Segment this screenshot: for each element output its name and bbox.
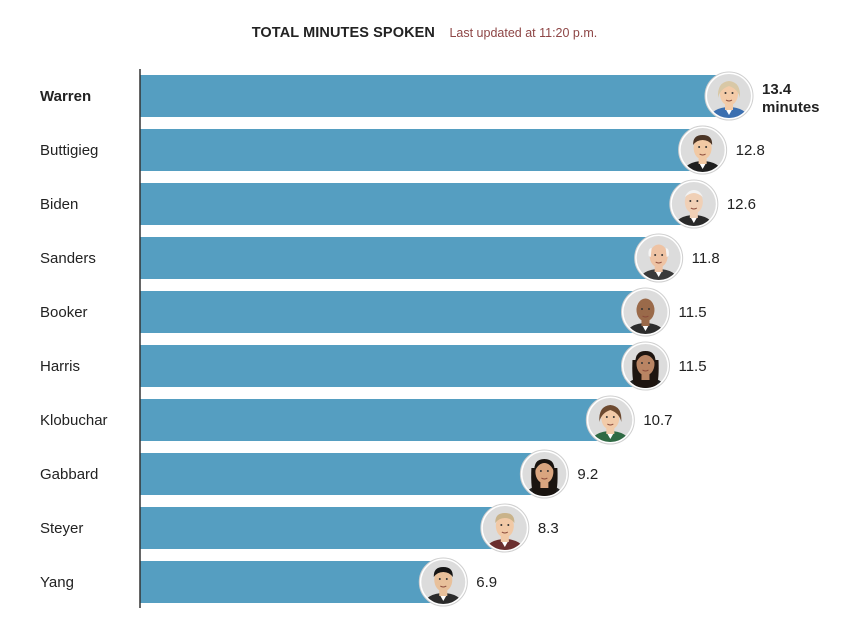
category-label: Buttigieg xyxy=(40,142,98,159)
value-label: 8.3 xyxy=(538,520,559,537)
klobuchar-portrait-icon xyxy=(585,395,635,445)
value-label: 13.4 xyxy=(762,81,792,98)
warren-portrait-icon xyxy=(704,71,754,121)
bar-biden xyxy=(140,183,694,225)
yang-portrait-icon xyxy=(418,557,468,607)
category-label: Harris xyxy=(40,358,80,375)
value-label: 12.6 xyxy=(727,196,756,213)
bar-buttigieg xyxy=(140,129,703,171)
unit-label: minutes xyxy=(762,99,820,116)
bar-sanders xyxy=(140,237,659,279)
steyer-portrait-icon xyxy=(480,503,530,553)
category-label: Gabbard xyxy=(40,466,98,483)
value-label: 6.9 xyxy=(476,574,497,591)
chart-header: TOTAL MINUTES SPOKEN Last updated at 11:… xyxy=(0,24,849,42)
biden-portrait-icon xyxy=(669,179,719,229)
sanders-portrait-icon xyxy=(634,233,684,283)
chart-title: TOTAL MINUTES SPOKEN xyxy=(251,25,435,41)
category-label: Sanders xyxy=(40,250,96,267)
value-label: 10.7 xyxy=(643,412,672,429)
bar-warren xyxy=(140,75,729,117)
value-label: 11.5 xyxy=(678,304,706,321)
bar-yang xyxy=(140,561,444,603)
bar-gabbard xyxy=(140,453,545,495)
buttigieg-portrait-icon xyxy=(678,125,728,175)
category-label: Biden xyxy=(40,196,78,213)
value-label: 9.2 xyxy=(577,466,598,483)
category-label: Booker xyxy=(40,304,88,321)
booker-portrait-icon xyxy=(620,287,670,337)
gabbard-portrait-icon xyxy=(519,449,569,499)
category-label: Warren xyxy=(40,88,91,105)
value-label: 12.8 xyxy=(736,142,765,159)
bar-steyer xyxy=(140,507,505,549)
bar-booker xyxy=(140,291,646,333)
value-label: 11.8 xyxy=(692,250,720,267)
bar-klobuchar xyxy=(140,399,611,441)
value-label: 11.5 xyxy=(678,358,706,375)
chart-subtitle: Last updated at 11:20 p.m. xyxy=(449,26,598,40)
category-label: Klobuchar xyxy=(40,412,108,429)
harris-portrait-icon xyxy=(620,341,670,391)
bar-harris xyxy=(140,345,646,387)
category-label: Steyer xyxy=(40,520,83,537)
category-label: Yang xyxy=(40,574,74,591)
